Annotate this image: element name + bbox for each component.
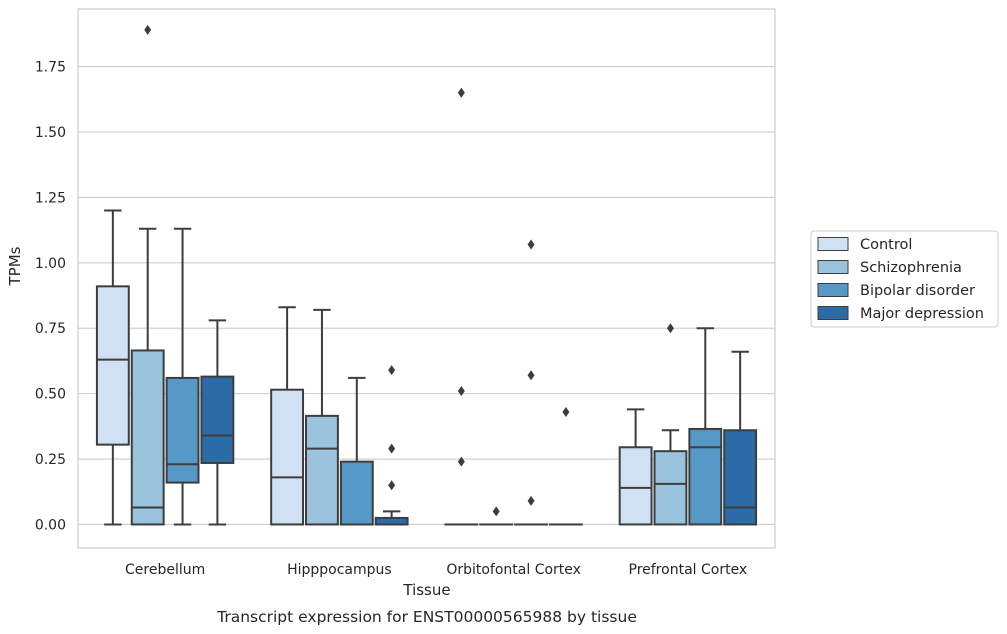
y-tick-label: 1.00 [35,256,66,272]
box-iqr [305,414,339,526]
y-tick-label: 0.75 [35,321,66,337]
box-iqr [95,285,130,446]
legend-label: Bipolar disorder [860,283,975,299]
box-iqr [339,460,374,526]
box-control [270,306,305,526]
box-iqr [723,429,758,526]
box-major-depression [200,319,235,526]
y-tick-label: 1.75 [35,60,66,76]
box-bipolar-disorder [688,327,723,526]
x-axis-label: Tissue [402,581,450,599]
x-tick-labels: Cerebellum Hipppocampus Orbitofontal Corte… [125,562,747,578]
outlier-point [144,24,152,35]
outlier-point [666,323,674,334]
boxes [95,24,758,526]
box-control [444,87,479,526]
outlier-point [492,506,500,517]
y-tick-label: 1.25 [35,190,66,206]
box-bipolar-disorder [165,227,200,526]
box-major-depression [723,350,758,526]
legend-swatch [817,260,849,274]
plot-frame [77,8,776,549]
outlier-point [457,87,465,98]
box-major-depression [374,365,409,526]
chart-caption: Transcript expression for ENST0000056598… [216,608,637,626]
box-major-depression [548,406,583,526]
box-bipolar-disorder [514,239,548,526]
legend: Control Schizophrenia Bipolar disorder Majo… [810,230,999,328]
box-control [95,209,130,526]
box-control [618,408,653,526]
y-tick-label: 1.50 [35,125,66,141]
legend-items: Control Schizophrenia Bipolar disorder Majo… [817,237,984,322]
outlier-point [527,370,535,381]
x-tick-label: Hipppocampus [287,562,392,578]
legend-label: Major depression [860,306,984,322]
legend-label: Control [860,237,912,253]
legend-frame [810,230,999,328]
x-tick-label: Cerebellum [125,562,205,578]
y-tick-labels: 0.00 0.25 0.50 0.75 1.00 1.25 1.50 1.75 [35,60,66,534]
box-iqr [270,388,305,526]
box-schizophrenia [305,308,339,526]
box-schizophrenia [479,506,514,526]
outlier-point [527,239,535,250]
box-bipolar-disorder [339,376,374,526]
box-schizophrenia [653,323,688,526]
x-tick-label: Orbitofontal Cortex [446,562,581,578]
outlier-point [562,406,570,417]
box-iqr [618,446,653,526]
x-tick-label: Prefrontal Cortex [629,562,748,578]
legend-label: Schizophrenia [860,260,962,276]
y-tick-label: 0.50 [35,387,66,403]
y-tick-label: 0.00 [35,517,66,533]
box-iqr [653,450,688,526]
outlier-point [388,443,396,454]
legend-swatch [817,237,849,251]
y-tick-label: 0.25 [35,452,66,468]
outlier-point [457,386,465,397]
outlier-point [527,495,535,506]
box-iqr [200,375,235,464]
outlier-point [388,480,396,491]
box-iqr [130,349,165,526]
y-axis-label: TPMs [6,246,24,286]
legend-swatch [817,306,849,320]
outlier-point [457,456,465,467]
legend-swatch [817,283,849,297]
box-schizophrenia [130,24,165,526]
box-iqr [165,376,200,484]
box-iqr [688,427,723,526]
outlier-point [388,365,396,376]
